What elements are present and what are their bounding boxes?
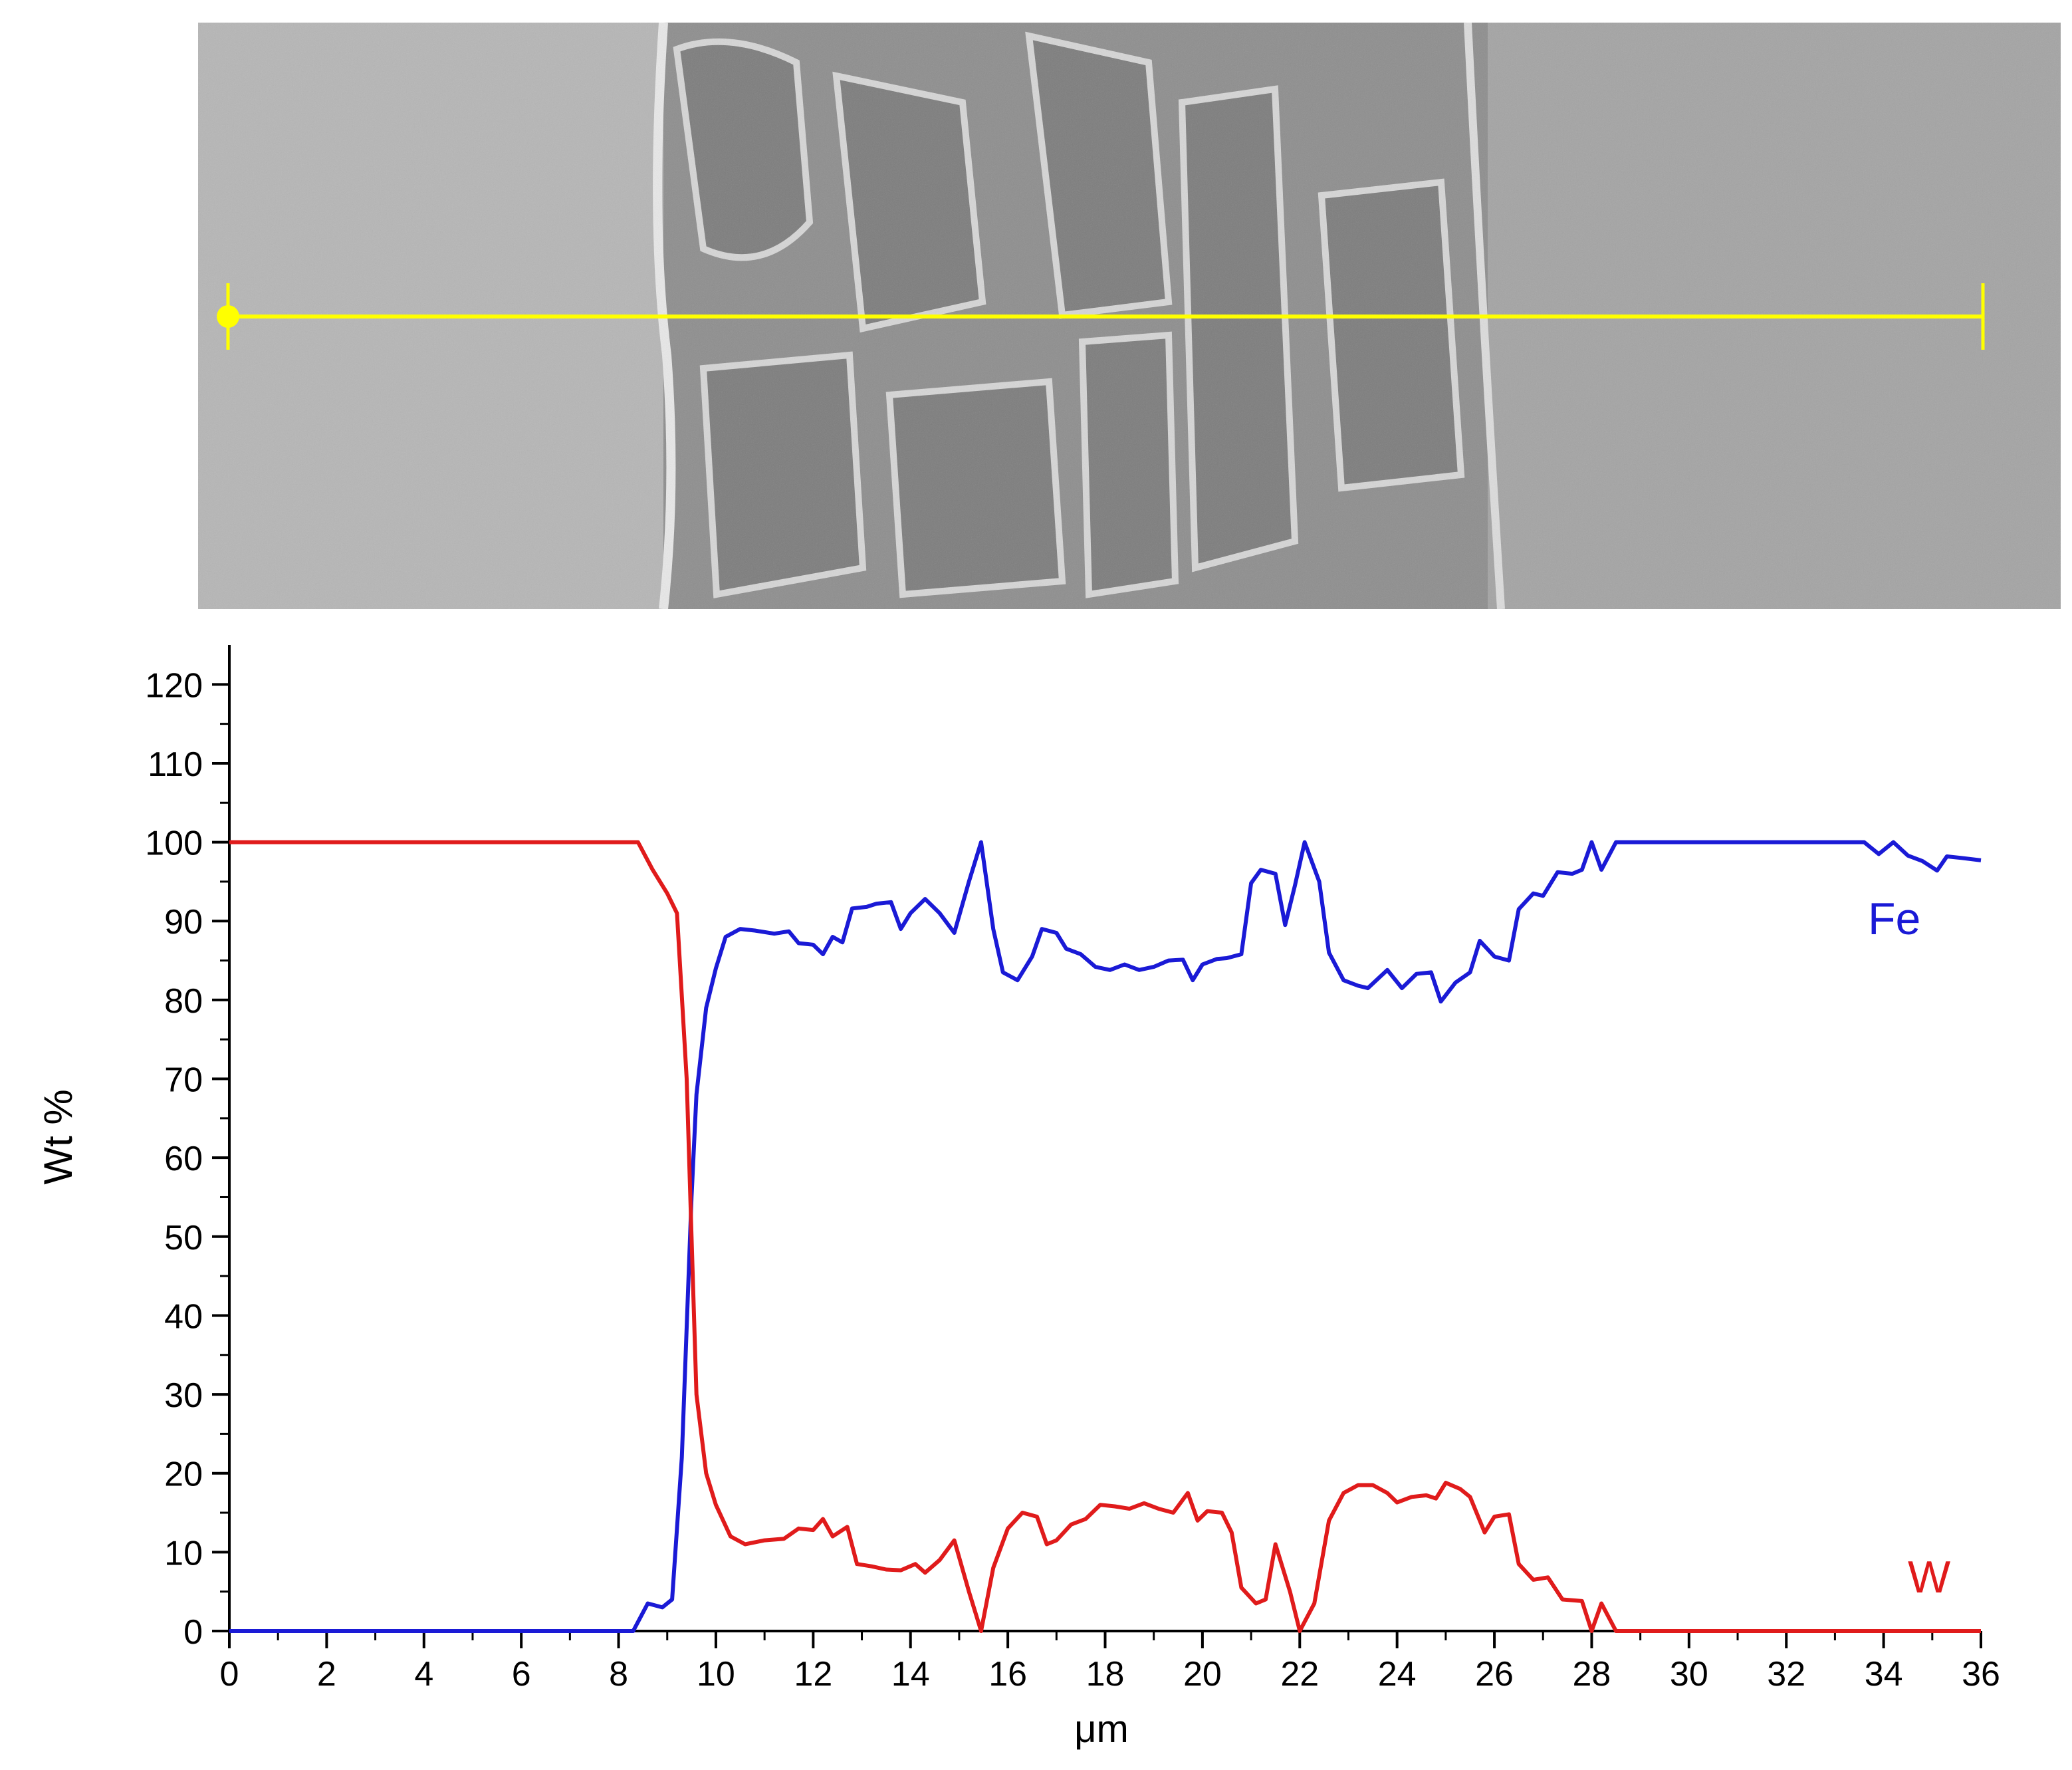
series-lines — [229, 840, 1982, 1633]
y-tick-label: 0 — [183, 1613, 203, 1652]
y-tick-label: 60 — [164, 1140, 203, 1178]
x-tick-label: 0 — [220, 1655, 239, 1694]
x-tick-label: 20 — [1183, 1655, 1222, 1694]
x-tick-label: 30 — [1670, 1655, 1708, 1694]
x-tick-label: 24 — [1378, 1655, 1417, 1694]
series-line-w — [229, 840, 1981, 1633]
x-tick-label: 8 — [609, 1655, 628, 1694]
y-tick-label: 10 — [164, 1534, 203, 1573]
y-tick-label: 40 — [164, 1297, 203, 1336]
y-tick-label: 30 — [164, 1376, 203, 1415]
x-tick-label: 2 — [317, 1655, 336, 1694]
x-tick-label: 26 — [1475, 1655, 1514, 1694]
x-tick-label: 18 — [1086, 1655, 1125, 1694]
sem-micrograph-image — [198, 23, 2061, 609]
series-label-fe: Fe — [1868, 894, 1920, 944]
series-line-fe — [229, 840, 1982, 1633]
y-tick-label: 20 — [164, 1455, 203, 1494]
axes — [228, 645, 1981, 1632]
x-tick-label: 32 — [1767, 1655, 1805, 1694]
x-tick-label: 22 — [1280, 1655, 1319, 1694]
x-tick-label: 12 — [794, 1655, 832, 1694]
series-label-w: W — [1908, 1552, 1950, 1602]
x-tick-label: 28 — [1573, 1655, 1611, 1694]
y-tick-label: 70 — [164, 1061, 203, 1100]
x-tick-label: 6 — [512, 1655, 531, 1694]
y-tick-label: 120 — [145, 666, 203, 705]
x-axis-label: μm — [1074, 1707, 1129, 1751]
x-tick-label: 4 — [414, 1655, 433, 1694]
y-tick-label: 80 — [164, 982, 203, 1021]
x-tick-label: 36 — [1962, 1655, 2000, 1694]
y-tick-label: 100 — [145, 824, 203, 863]
y-tick-label: 110 — [148, 745, 203, 784]
y-tick-label: 50 — [164, 1219, 203, 1257]
x-tick-label: 10 — [697, 1655, 735, 1694]
y-axis-label: Wt % — [36, 1089, 80, 1184]
x-tick-label: 14 — [891, 1655, 930, 1694]
x-tick-label: 16 — [988, 1655, 1027, 1694]
x-tick-label: 34 — [1865, 1655, 1903, 1694]
scan-line-start-dot — [217, 305, 239, 328]
y-tick-label: 90 — [164, 903, 203, 942]
